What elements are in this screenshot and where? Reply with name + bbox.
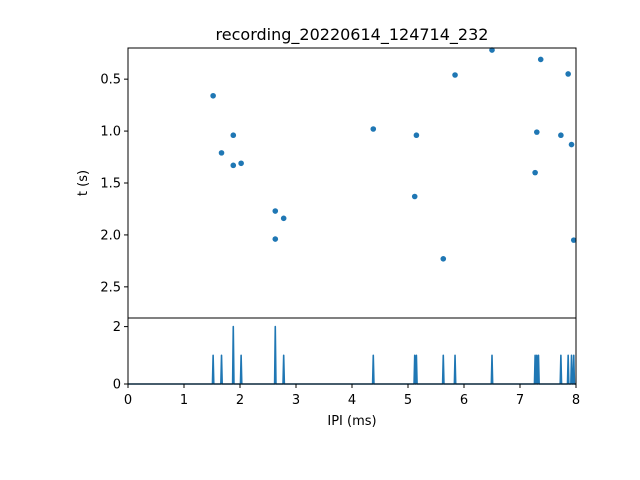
x-tick-label-3: 3 <box>292 393 300 408</box>
top-y-tick-label-4: 2.5 <box>100 280 121 295</box>
scatter-point-3 <box>230 162 237 169</box>
x-tick-label-0: 0 <box>124 393 132 408</box>
top-y-ticks: 0.5 1.0 1.5 2.0 2.5 <box>100 73 128 295</box>
scatter-point-7 <box>280 215 287 222</box>
scatter-point-4 <box>238 160 244 167</box>
scatter-point-17 <box>558 132 564 139</box>
scatter-point-1 <box>218 150 225 156</box>
x-tick-label-4: 4 <box>348 393 356 408</box>
x-tick-label-2: 2 <box>236 393 244 408</box>
scatter-point-10 <box>413 132 420 139</box>
scatter-point-0 <box>210 92 216 99</box>
x-tick-label-1: 1 <box>180 393 188 408</box>
bottom-y-ticks: 02 <box>113 320 128 393</box>
scatter-point-6 <box>272 236 279 242</box>
scatter-point-20 <box>570 237 577 243</box>
bottom-x-ticks: 0 1 2 3 4 5 6 7 8 <box>124 384 580 408</box>
x-axis-label: IPI (ms) <box>327 414 376 429</box>
top-y-tick-label-2: 1.5 <box>100 177 121 192</box>
x-tick-label-5: 5 <box>404 393 412 408</box>
scatter-point-11 <box>440 256 447 262</box>
bottom-y-tick-label-1: 2 <box>113 320 121 335</box>
bottom-y-tick-label-0: 0 <box>113 378 121 393</box>
scatter-point-8 <box>370 126 377 132</box>
scatter-point-13 <box>489 47 495 53</box>
scatter-point-14 <box>532 169 538 176</box>
top-y-axis-label: t (s) <box>76 170 91 196</box>
scatter-point-5 <box>272 208 279 214</box>
scatter-point-2 <box>230 132 237 139</box>
scatter-point-19 <box>568 141 575 148</box>
x-tick-label-7: 7 <box>516 393 524 408</box>
bottom-axes-frame <box>127 317 577 385</box>
scatter-point-18 <box>565 71 571 77</box>
scatter-point-16 <box>537 56 544 63</box>
scatter-point-9 <box>411 193 418 200</box>
x-tick-label-8: 8 <box>572 393 580 408</box>
x-tick-label-6: 6 <box>460 393 468 408</box>
top-y-tick-label-1: 1.0 <box>100 125 121 140</box>
top-y-tick-label-3: 2.0 <box>100 228 121 243</box>
scatter-point-15 <box>534 129 540 135</box>
scatter-points <box>210 47 577 262</box>
chart-title: recording_20220614_124714_232 <box>216 25 489 45</box>
top-y-tick-label-0: 0.5 <box>100 73 121 88</box>
scatter-point-12 <box>452 72 458 78</box>
